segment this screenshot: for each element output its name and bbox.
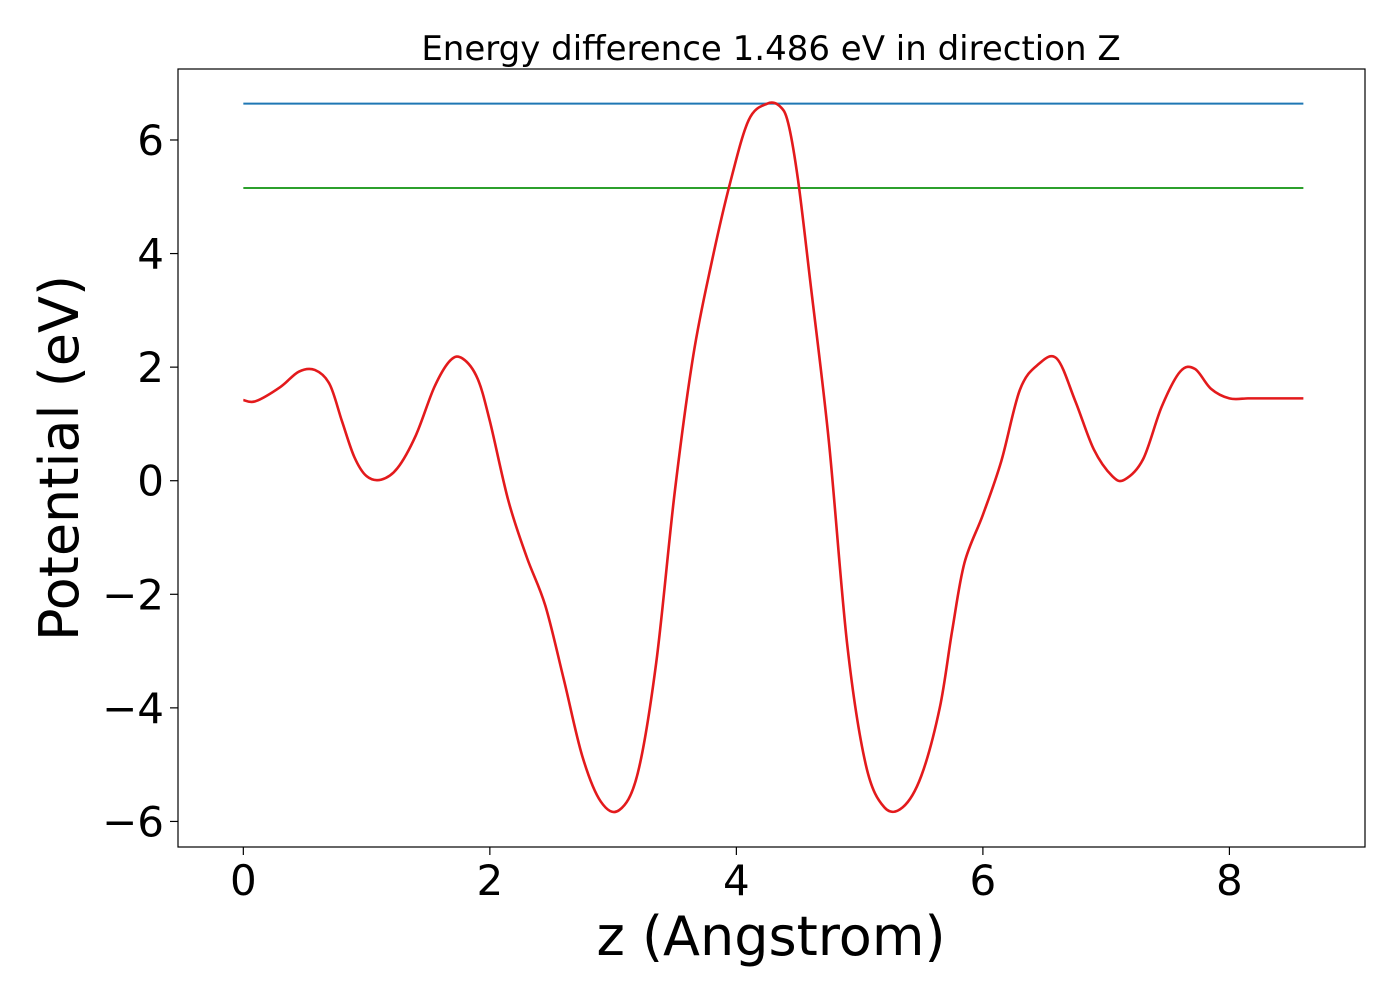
- x-tick-label: 6: [970, 856, 997, 905]
- y-axis-ticks: −6 −4 −2 0 2 4 6: [102, 116, 178, 846]
- y-tick-label: 2: [137, 343, 164, 392]
- y-tick-label: 0: [137, 457, 164, 506]
- y-tick-label: −6: [102, 797, 164, 846]
- x-tick-label: 8: [1216, 856, 1243, 905]
- y-tick-label: −2: [102, 570, 164, 619]
- x-tick-label: 0: [230, 856, 257, 905]
- x-axis-ticks: 0 2 4 6 8: [230, 847, 1243, 905]
- chart-title: Energy difference 1.486 eV in direction …: [421, 29, 1120, 69]
- x-tick-label: 4: [723, 856, 750, 905]
- y-tick-label: 6: [137, 116, 164, 165]
- series-curve-2: [243, 101, 1304, 814]
- x-tick-label: 2: [476, 856, 503, 905]
- y-tick-label: −4: [102, 684, 164, 733]
- y-tick-label: 4: [137, 230, 164, 279]
- x-axis-title: z (Angstrom): [596, 905, 945, 968]
- plot-area: [243, 101, 1304, 814]
- plot-frame: [177, 68, 1366, 848]
- y-axis-title: Potential (eV): [28, 275, 91, 641]
